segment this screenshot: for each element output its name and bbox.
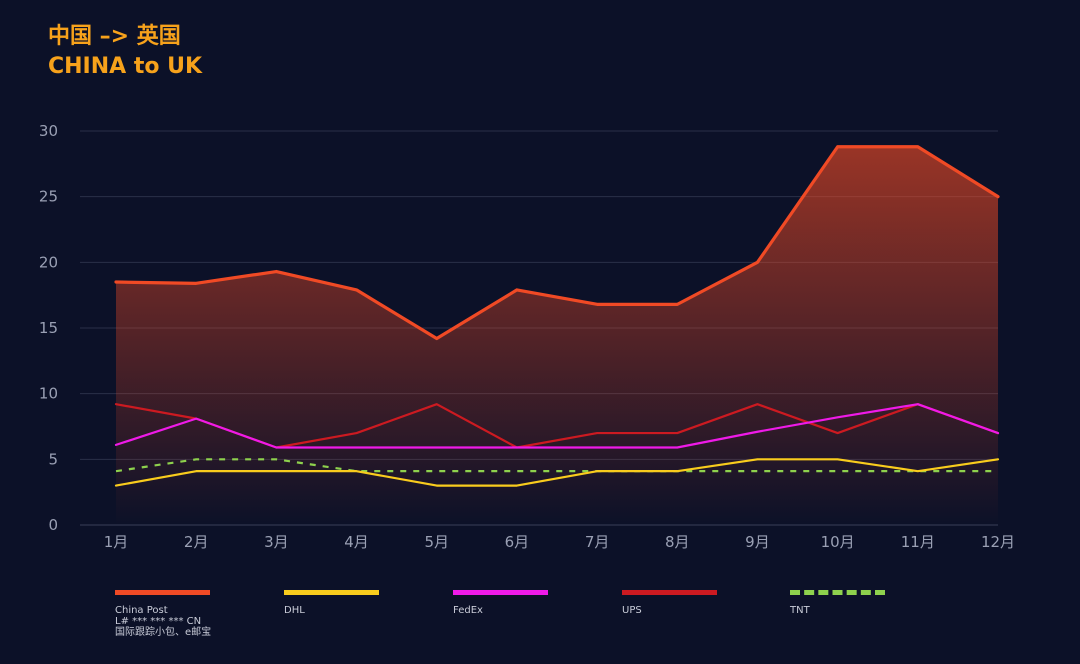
x-tick-label-9: 9月 [745,533,770,551]
chart-title-line-1: 中国 –> 英国 [48,24,181,49]
y-tick-label-0: 0 [48,516,58,534]
x-tick-label-6: 6月 [505,533,530,551]
x-tick-label-7: 7月 [585,533,610,551]
area-china-post [116,146,998,525]
x-tick-label-8: 8月 [665,533,690,551]
y-tick-label-20: 20 [39,253,58,271]
y-tick-label-25: 25 [39,188,58,206]
x-tick-label-1: 1月 [104,533,129,551]
series-lines [114,145,1000,487]
y-tick-label-15: 15 [39,319,58,337]
area-fills [116,146,998,525]
x-axis: 1月 2月 3月 4月 5月 6月 7月 8月 9月 10月 11月 12月 [104,533,1015,551]
x-tick-label-5: 5月 [424,533,449,551]
series-line-fedex [114,403,1000,449]
x-tick-label-2: 2月 [184,533,209,551]
chart-title: 中国 –> 英国 CHINA to UK [48,22,202,82]
chart-title-line-2: CHINA to UK [48,54,203,79]
x-tick-label-3: 3月 [264,533,289,551]
x-tick-label-12: 12月 [981,533,1015,551]
x-tick-label-11: 11月 [901,533,935,551]
x-tick-label-10: 10月 [821,533,855,551]
series-line-china-post [114,145,1000,341]
y-tick-label-5: 5 [48,450,58,468]
y-tick-label-10: 10 [39,385,58,403]
x-tick-label-4: 4月 [344,533,369,551]
y-tick-label-30: 30 [39,122,58,140]
series-line-tnt [115,458,998,473]
y-axis: 0 5 10 15 20 25 30 [39,122,58,534]
series-line-dhl [114,458,1000,487]
